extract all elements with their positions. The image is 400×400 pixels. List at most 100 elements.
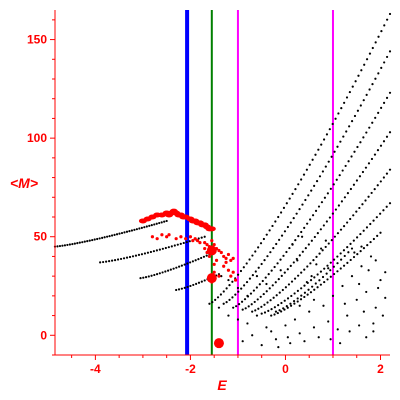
scatter-point (381, 314, 384, 317)
curve-point (326, 264, 329, 267)
curve-point (302, 173, 306, 176)
curve-point (317, 148, 320, 151)
x-tick-label: 2 (377, 362, 384, 376)
scatter-point (293, 318, 297, 321)
scatter-point (355, 298, 358, 301)
curve-point (93, 238, 96, 241)
curve-point (350, 247, 354, 250)
curve-point (254, 309, 257, 312)
curve-point (277, 304, 280, 307)
curve-point (194, 259, 197, 262)
curve-point (88, 239, 91, 242)
curve-point (138, 227, 141, 230)
curve-point (376, 184, 379, 187)
scatter-point (367, 269, 370, 272)
curve-point (268, 229, 271, 232)
curve-point (370, 191, 373, 195)
curve-point (313, 288, 316, 291)
curve-point (222, 302, 225, 305)
red-scatter-point (193, 237, 197, 241)
curve-point (377, 35, 380, 38)
curve-point (122, 257, 126, 260)
scatter-point (265, 282, 268, 286)
curve-point (58, 244, 62, 248)
curve-point (388, 168, 392, 171)
curve-point (179, 242, 182, 245)
curve-point (310, 189, 313, 192)
curve-point (130, 229, 134, 232)
curve-point (303, 291, 307, 294)
red-scatter-point (205, 243, 209, 247)
curve-point (383, 24, 386, 27)
curve-point (297, 234, 300, 238)
curve-point (243, 298, 247, 301)
black-curve-points (53, 12, 392, 317)
curve-point (386, 18, 389, 21)
curve-point (352, 214, 355, 217)
curve-point (333, 272, 336, 276)
y-axis-label: <M> (10, 175, 38, 191)
curve-point (349, 187, 353, 191)
curve-point (251, 254, 254, 257)
curve-point (257, 246, 260, 249)
scatter-point (353, 251, 356, 254)
curve-point (285, 250, 288, 254)
curve-point (96, 237, 99, 241)
curve-point (344, 164, 347, 168)
red-scatter-point (198, 241, 202, 245)
curve-point (263, 259, 266, 262)
curve-point (252, 289, 256, 292)
curve-point (290, 280, 294, 283)
curve-point (321, 275, 325, 279)
curve-point (371, 121, 374, 124)
curve-point (362, 136, 365, 139)
y-ticks: 0 50 100 150 (27, 19, 55, 356)
curve-point (272, 247, 275, 250)
curve-point (354, 80, 357, 83)
curve-point (125, 256, 129, 259)
curve-point (313, 235, 316, 239)
curve-point (376, 149, 380, 152)
curve-point (307, 194, 310, 197)
curve-point (382, 140, 386, 143)
curve-point (158, 221, 161, 225)
scatter-point (358, 324, 361, 327)
scatter-point (360, 265, 363, 268)
curve-point (382, 209, 385, 212)
red-scatter-point (217, 274, 221, 278)
curve-point (307, 243, 310, 246)
curve-point (275, 294, 278, 297)
curve-point (271, 224, 274, 228)
curve-point (349, 217, 352, 221)
red-scatter-point (184, 237, 188, 241)
curve-point (337, 204, 340, 207)
curve-point (105, 260, 108, 263)
curve-point (319, 270, 323, 273)
curve-point (326, 192, 329, 195)
curve-point (119, 257, 123, 261)
curve-point (324, 165, 327, 168)
curve-point (309, 218, 312, 221)
curve-point (313, 184, 316, 187)
curve-point (371, 46, 374, 50)
curve-point (300, 230, 303, 234)
red-scatter-point (165, 235, 169, 239)
scatter-point (348, 330, 351, 333)
curve-point (300, 287, 303, 290)
scatter-point (305, 280, 308, 284)
curve-point (78, 241, 81, 244)
curve-point (359, 104, 362, 107)
scatter-point (277, 346, 280, 349)
curve-point (366, 244, 369, 247)
curve-point (259, 295, 262, 298)
curve-point (385, 55, 389, 59)
curve-point (150, 274, 153, 277)
curve-point (165, 219, 168, 223)
red-scatter-point (222, 264, 226, 268)
red-scatter-point (224, 260, 228, 264)
curve-point (251, 273, 254, 277)
curve-point (334, 117, 337, 120)
red-scatter-point (224, 256, 228, 260)
curve-point (152, 250, 156, 253)
